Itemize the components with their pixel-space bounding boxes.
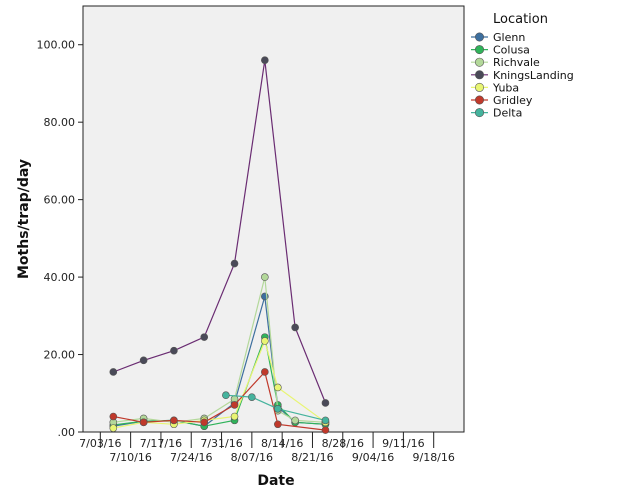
x-tick-label: 7/03/16	[79, 437, 121, 450]
y-tick-label: 40.00	[44, 271, 76, 284]
data-point	[139, 356, 148, 365]
data-point	[274, 404, 282, 413]
data-point	[109, 412, 118, 421]
data-point	[139, 418, 148, 427]
legend-swatch-marker	[474, 82, 484, 92]
data-point	[261, 337, 269, 345]
legend-label: Colusa	[493, 44, 530, 57]
x-tick-label: 9/18/16	[412, 451, 454, 464]
data-point	[230, 401, 239, 409]
series-line	[113, 60, 327, 404]
series-line	[225, 394, 326, 421]
data-point	[291, 323, 299, 332]
x-axis-title: Date	[257, 473, 294, 489]
data-point	[230, 259, 239, 268]
data-point	[230, 412, 239, 421]
y-axis: .00 20.00 40.00 60.00 80.00 100.00	[37, 39, 83, 439]
legend-item: Yuba	[471, 81, 519, 94]
legend-label: KningsLanding	[493, 69, 574, 82]
x-tick-label: 9/04/16	[352, 451, 394, 464]
data-point	[274, 420, 282, 429]
data-point	[291, 416, 299, 425]
legend-title: Location	[493, 12, 548, 27]
series-layer	[109, 56, 330, 434]
legend-label: Glenn	[493, 31, 525, 44]
x-tick-label: 7/10/16	[109, 451, 151, 464]
data-point	[321, 399, 330, 407]
legend: Location GlennColusaRichvaleKningsLandin…	[471, 12, 574, 120]
data-point	[109, 424, 118, 432]
data-point	[109, 368, 118, 376]
y-tick-label: 20.00	[44, 349, 76, 362]
series-kningslanding	[109, 56, 330, 407]
legend-label: Delta	[493, 107, 522, 120]
legend-swatch-marker	[474, 45, 484, 55]
legend-item: Glenn	[471, 31, 525, 44]
x-tick-label: 8/14/16	[261, 437, 303, 450]
y-tick-label: 100.00	[37, 39, 76, 52]
series-gridley	[109, 368, 330, 434]
legend-swatch-marker	[474, 95, 484, 105]
y-tick-label: 80.00	[44, 116, 76, 129]
x-tick-label: 8/28/16	[322, 437, 364, 450]
data-point	[321, 426, 330, 434]
legend-item: Delta	[471, 107, 522, 120]
x-tick-label: 9/11/16	[382, 437, 424, 450]
legend-label: Gridley	[493, 94, 533, 107]
data-point	[321, 416, 330, 425]
data-point	[222, 391, 230, 400]
x-tick-label: 8/07/16	[231, 451, 273, 464]
x-tick-label: 8/21/16	[291, 451, 333, 464]
legend-swatch-marker	[474, 32, 484, 42]
series-delta	[222, 391, 330, 425]
legend-swatch-marker	[474, 70, 484, 80]
legend-swatch-marker	[474, 108, 484, 118]
data-point	[261, 273, 269, 281]
data-point	[261, 56, 269, 65]
x-axis: 7/03/167/10/167/17/167/24/167/31/168/07/…	[79, 432, 455, 464]
y-tick-label: 60.00	[44, 194, 76, 207]
data-point	[170, 346, 178, 355]
x-tick-label: 7/17/16	[140, 437, 182, 450]
y-tick-label: .00	[58, 426, 76, 439]
data-point	[261, 368, 269, 376]
legend-swatch-marker	[474, 57, 484, 67]
data-point	[248, 393, 256, 401]
y-axis-title: Moths/trap/day	[16, 159, 32, 279]
x-tick-label: 7/31/16	[200, 437, 242, 450]
legend-item: Colusa	[471, 44, 530, 57]
data-point	[200, 418, 209, 427]
x-tick-label: 7/24/16	[170, 451, 212, 464]
legend-label: Richvale	[493, 56, 540, 69]
series-line	[113, 370, 326, 431]
data-point	[274, 383, 282, 392]
legend-item: Gridley	[471, 94, 533, 107]
legend-item: Richvale	[471, 56, 540, 69]
data-point	[200, 333, 209, 341]
series-line	[113, 339, 326, 429]
legend-item: KningsLanding	[471, 69, 574, 82]
legend-label: Yuba	[492, 81, 519, 94]
data-point	[170, 416, 178, 425]
